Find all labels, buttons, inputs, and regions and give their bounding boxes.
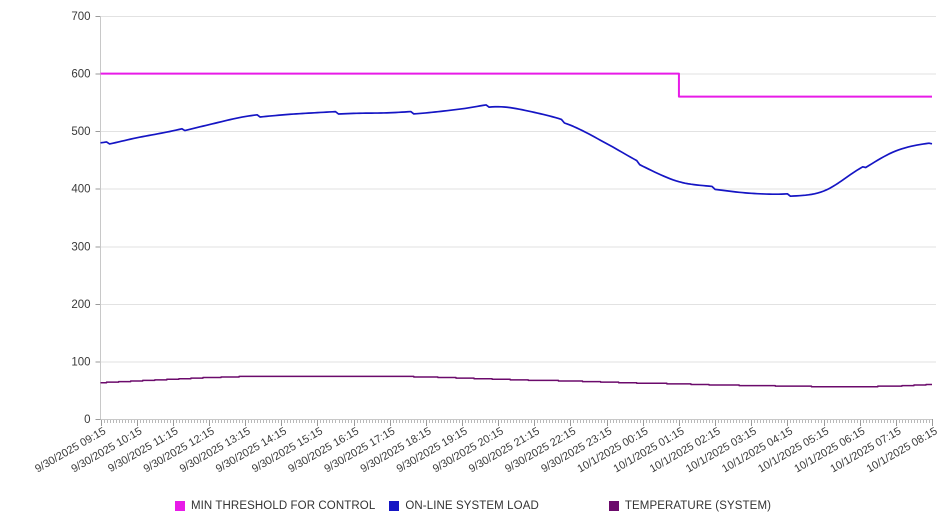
legend-swatch-icon	[389, 501, 400, 511]
legend-label: ON-LINE SYSTEM LOAD	[405, 500, 539, 512]
legend-item-on-line-system-load[interactable]: ON-LINE SYSTEM LOAD	[389, 500, 539, 512]
series-temperature-system	[100, 375, 932, 388]
y-tick-label: 700	[71, 11, 90, 23]
x-axis-tick-labels: 9/30/2025 09:159/30/2025 10:159/30/2025 …	[33, 425, 939, 475]
x-axis-tick-marks	[101, 419, 933, 426]
legend-label: TEMPERATURE (SYSTEM)	[624, 500, 772, 512]
y-tick-label: 0	[84, 414, 90, 426]
legend-item-min-threshold-for-control[interactable]: MIN THRESHOLD FOR CONTROL	[174, 500, 376, 512]
gridlines	[95, 16, 936, 420]
series-on-line-system-load	[100, 104, 933, 198]
y-tick-label: 600	[71, 69, 90, 81]
legend-swatch-icon	[608, 501, 619, 511]
series-min-threshold-for-control	[100, 72, 932, 98]
legend-label: MIN THRESHOLD FOR CONTROL	[190, 500, 376, 512]
y-axis-tick-labels: 0 100 200 300 400 500 600 700	[71, 11, 90, 426]
legend-item-temperature-system[interactable]: TEMPERATURE (SYSTEM)	[608, 500, 772, 512]
legend-swatch-icon	[174, 501, 185, 511]
y-tick-label: 100	[71, 356, 90, 368]
y-tick-label: 300	[71, 241, 90, 253]
chart-legend: MIN THRESHOLD FOR CONTROL ON-LINE SYSTEM…	[0, 496, 946, 516]
y-tick-label: 400	[71, 184, 90, 196]
y-tick-label: 200	[71, 299, 90, 311]
data-series-group	[100, 72, 933, 388]
y-tick-label: 500	[71, 126, 90, 138]
